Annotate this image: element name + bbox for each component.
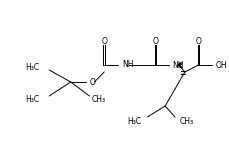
- Text: CH₃: CH₃: [91, 95, 106, 105]
- Text: H₃C: H₃C: [25, 95, 39, 103]
- Text: NH: NH: [172, 61, 183, 69]
- Text: OH: OH: [215, 61, 227, 69]
- Text: CH₃: CH₃: [180, 116, 194, 126]
- Text: H₃C: H₃C: [25, 63, 39, 71]
- Text: O: O: [101, 36, 107, 45]
- Text: NH: NH: [122, 59, 134, 69]
- Text: O: O: [90, 77, 95, 87]
- Text: H₃C: H₃C: [127, 116, 142, 126]
- Text: O: O: [196, 36, 202, 45]
- Text: O: O: [152, 36, 158, 45]
